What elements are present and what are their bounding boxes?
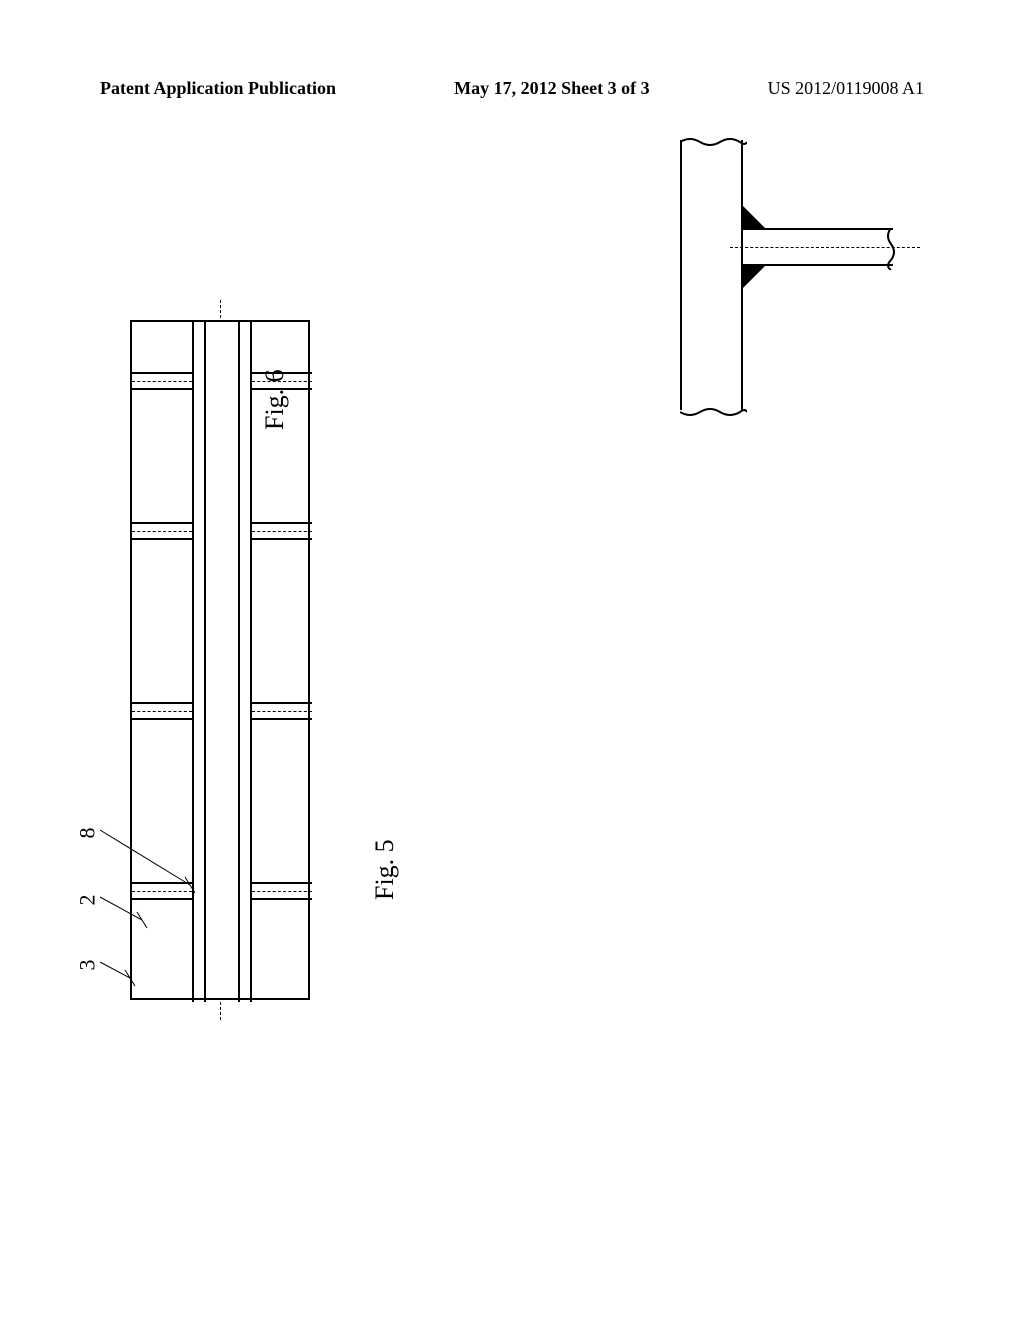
- fig5-ref-3: 3: [75, 960, 101, 971]
- fig6-weld-fillet-bottom: [743, 264, 767, 288]
- fig6-break-line-icon: [680, 408, 747, 416]
- fig6-weld-fillet-top: [743, 206, 767, 230]
- fig5-caption: Fig. 5: [370, 839, 400, 900]
- fig5-ref-2: 2: [75, 895, 101, 906]
- fig6-centerline: [730, 247, 920, 248]
- figure-6: [680, 140, 900, 490]
- fig5-ref-8: 8: [75, 828, 101, 839]
- fig6-caption: Fig. 6: [260, 369, 290, 430]
- page-header: Patent Application Publication May 17, 2…: [0, 78, 1024, 99]
- figure-5: 3 2 8: [130, 320, 630, 1020]
- header-date-sheet: May 17, 2012 Sheet 3 of 3: [454, 78, 649, 99]
- fig6-main-member: [680, 140, 743, 410]
- fig5-leader-svg: [70, 320, 330, 1020]
- fig6-break-line-icon: [887, 228, 897, 270]
- header-patent-number: US 2012/0119008 A1: [768, 78, 924, 99]
- figure-area: 3 2 8 Fig. 5 Fig. 6: [100, 140, 924, 1240]
- header-publication: Patent Application Publication: [100, 78, 336, 99]
- fig6-break-line-icon: [680, 138, 747, 146]
